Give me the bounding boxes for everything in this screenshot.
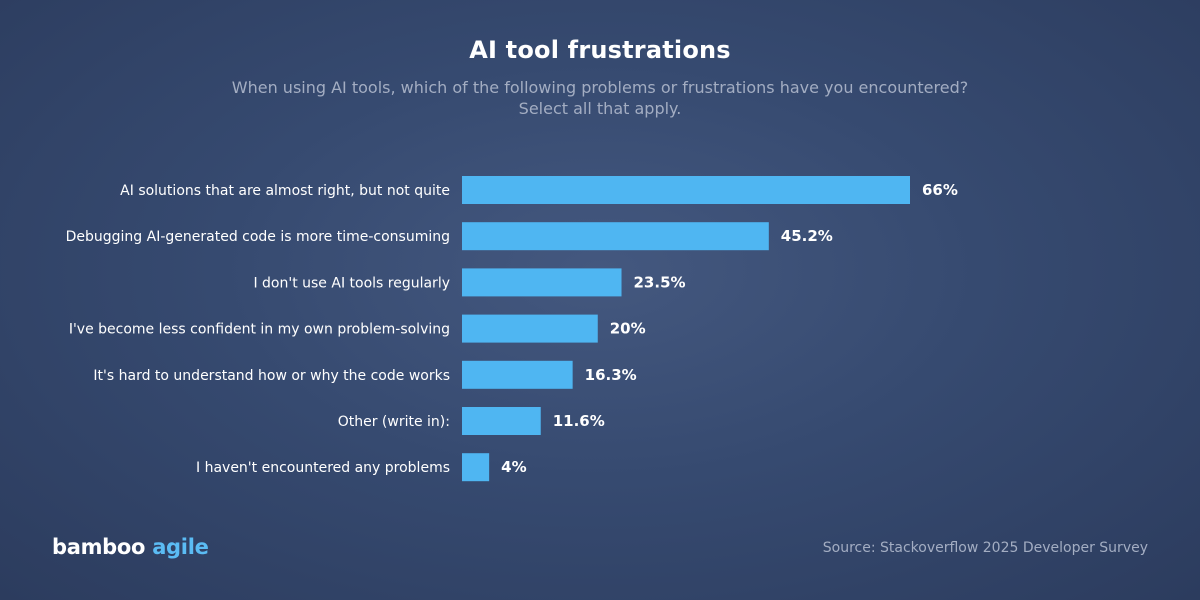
subtitle-line-2: Select all that apply. xyxy=(518,99,682,118)
chart-title: AI tool frustrations xyxy=(469,36,731,64)
bar xyxy=(462,314,598,343)
bar xyxy=(462,176,910,204)
brand-logo: bamboo agile xyxy=(52,535,209,559)
bar xyxy=(462,222,769,251)
bar xyxy=(462,407,541,435)
brand-logo-part2: agile xyxy=(152,535,209,559)
value-label: 11.6% xyxy=(553,412,605,430)
value-label: 66% xyxy=(922,181,958,199)
category-label: Debugging AI-generated code is more time… xyxy=(66,229,450,245)
bar xyxy=(462,268,622,297)
category-label: I've become less confident in my own pro… xyxy=(69,322,450,338)
category-label: I don't use AI tools regularly xyxy=(253,275,450,291)
brand-logo-part1: bamboo xyxy=(52,535,146,559)
category-label: I haven't encountered any problems xyxy=(196,460,450,476)
source-note: Source: Stackoverflow 2025 Developer Sur… xyxy=(822,540,1148,556)
chart-subtitle: When using AI tools, which of the follow… xyxy=(200,77,1000,119)
value-label: 4% xyxy=(501,458,526,476)
category-label: Other (write in): xyxy=(338,414,450,430)
category-label: It's hard to understand how or why the c… xyxy=(93,368,450,384)
value-label: 23.5% xyxy=(634,273,686,291)
category-label: AI solutions that are almost right, but … xyxy=(120,183,450,199)
value-label: 20% xyxy=(610,320,646,338)
value-label: 16.3% xyxy=(585,366,637,384)
bar xyxy=(462,360,573,389)
bar xyxy=(462,453,490,482)
value-label: 45.2% xyxy=(781,227,833,245)
subtitle-line-1: When using AI tools, which of the follow… xyxy=(231,78,969,97)
